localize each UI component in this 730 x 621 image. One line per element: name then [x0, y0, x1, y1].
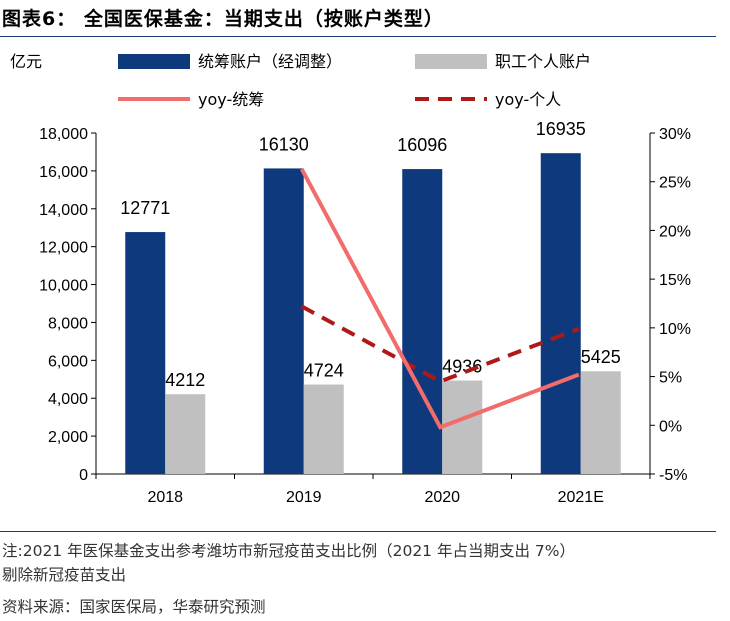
legend-label-tongchou: 统筹账户（经调整）: [198, 52, 342, 71]
data-label-tongchou: 16130: [259, 134, 309, 154]
right-tick-label: 30%: [659, 126, 691, 143]
right-tick-label: 0%: [659, 418, 682, 435]
bar-geren: [165, 394, 206, 474]
bar-tongchou: [540, 153, 581, 474]
line-yoy-tongchou: [299, 168, 580, 430]
data-label-tongchou: 12771: [120, 198, 170, 218]
source-line: 资料来源：国家医保局，华泰研究预测: [2, 598, 266, 616]
right-tick-label: 25%: [659, 175, 691, 192]
right-tick-label: -5%: [659, 467, 687, 484]
bar-tongchou: [402, 169, 443, 474]
note-line-1: 注:2021 年医保基金支出参考潍坊市新冠疫苗支出比例（2021 年占当期支出 …: [2, 542, 575, 560]
bar-geren: [442, 380, 483, 474]
left-tick-label: 4,000: [48, 391, 88, 408]
bar-geren: [303, 384, 344, 474]
notes-divider: [0, 531, 716, 532]
legend-swatch-tongchou: [118, 54, 190, 69]
figure-title: 图表6： 全国医保基金：当期支出（按账户类型）: [2, 8, 444, 30]
legend-label-yoy-geren: yoy-个人: [495, 90, 561, 109]
left-tick-label: 8,000: [48, 315, 88, 332]
data-label-geren: 4724: [304, 361, 344, 381]
right-tick-label: 15%: [659, 272, 691, 289]
data-label-geren: 5425: [581, 347, 621, 367]
right-tick-label: 20%: [659, 223, 691, 240]
data-label-tongchou: 16935: [536, 119, 586, 139]
x-tick-label: 2020: [424, 489, 460, 506]
bar-geren: [580, 371, 621, 474]
x-tick-label: 2021E: [558, 489, 604, 506]
title-divider: [0, 36, 716, 37]
note-line-2: 剔除新冠疫苗支出: [2, 566, 127, 584]
left-tick-label: 14,000: [39, 202, 88, 219]
left-tick-label: 18,000: [39, 126, 88, 143]
left-tick-label: 2,000: [48, 429, 88, 446]
y-unit-label: 亿元: [10, 52, 42, 71]
left-tick-label: 16,000: [39, 164, 88, 181]
data-label-geren: 4212: [165, 370, 205, 390]
bar-tongchou: [263, 168, 304, 474]
legend-label-yoy-tongchou: yoy-统筹: [198, 90, 264, 109]
legend-swatch-geren: [415, 54, 487, 69]
data-label-geren: 4936: [442, 356, 482, 376]
left-tick-label: 10,000: [39, 278, 88, 295]
left-tick-label: 0: [79, 467, 88, 484]
line-yoy-geren: [300, 304, 580, 384]
left-tick-label: 12,000: [39, 240, 88, 257]
right-tick-label: 5%: [659, 370, 682, 387]
left-tick-label: 6,000: [48, 353, 88, 370]
legend-label-geren: 职工个人账户: [495, 52, 591, 71]
x-tick-label: 2018: [147, 489, 183, 506]
right-tick-label: 10%: [659, 321, 691, 338]
x-tick-label: 2019: [286, 489, 322, 506]
bar-tongchou: [125, 232, 166, 474]
chart: 0 2,000 4,000 6,000 8,000 10,000 12,000 14,000 1…: [10, 52, 691, 506]
data-label-tongchou: 16096: [397, 135, 447, 155]
